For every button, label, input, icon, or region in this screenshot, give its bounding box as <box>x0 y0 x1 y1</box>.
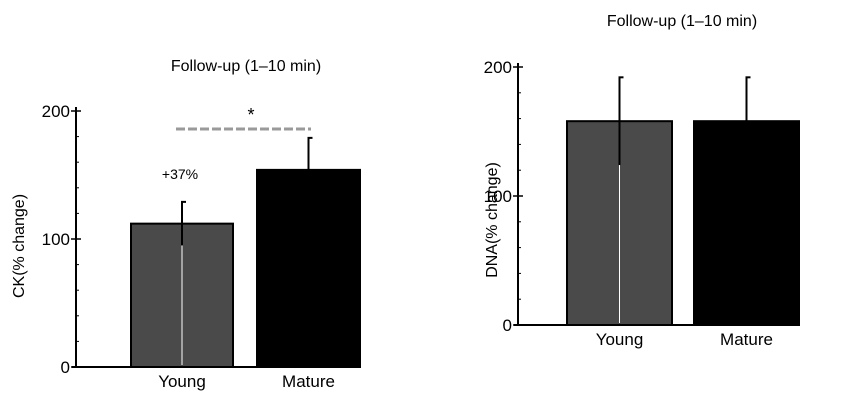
chart2-y-axis-label: DNA(% change) <box>484 162 501 278</box>
chart1-y-tick-label: 200 <box>42 102 70 121</box>
chart1-significance-star: * <box>247 105 254 125</box>
chart2-title: Follow-up (1–10 min) <box>607 13 757 30</box>
chart2-y-tick-label: 100 <box>484 187 512 206</box>
chart1-y-tick-label: 100 <box>42 230 70 249</box>
chart1-y-tick-label: 0 <box>61 358 70 377</box>
chart2-category-label-mature: Mature <box>720 330 773 349</box>
chart1-category-label-mature: Mature <box>282 372 335 391</box>
chart1-percent-label: +37% <box>162 166 198 182</box>
chart2-y-tick-label: 200 <box>484 58 512 77</box>
chart2-y-tick-label: 0 <box>503 316 512 335</box>
chart1-category-label-young: Young <box>158 372 206 391</box>
chart1-y-axis-label: CK(% change) <box>11 194 28 298</box>
chart2-category-label-young: Young <box>596 330 644 349</box>
chart1-title: Follow-up (1–10 min) <box>171 58 321 75</box>
